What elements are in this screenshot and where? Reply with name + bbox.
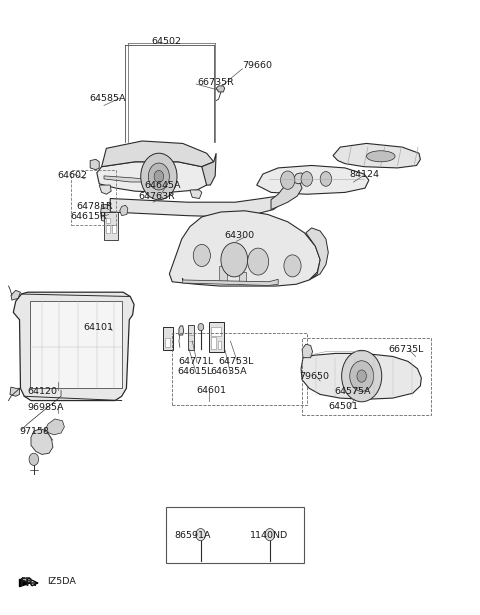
Bar <box>302 338 431 415</box>
Text: 64585A: 64585A <box>90 93 126 103</box>
Polygon shape <box>90 159 99 170</box>
Circle shape <box>154 170 164 183</box>
Text: 64763R: 64763R <box>139 192 176 200</box>
Text: 64615L: 64615L <box>177 367 212 376</box>
Circle shape <box>196 528 205 541</box>
Polygon shape <box>257 165 369 194</box>
Circle shape <box>221 242 248 277</box>
Text: 96985A: 96985A <box>28 403 64 412</box>
Polygon shape <box>44 419 64 435</box>
Circle shape <box>342 351 382 402</box>
Text: 79660: 79660 <box>242 61 272 70</box>
Text: 64575A: 64575A <box>335 387 371 397</box>
Text: 64300: 64300 <box>225 231 255 240</box>
Text: 64781R: 64781R <box>77 202 113 211</box>
Polygon shape <box>11 290 21 300</box>
Polygon shape <box>306 228 328 280</box>
Bar <box>106 226 110 233</box>
Polygon shape <box>97 162 210 192</box>
Text: 64501: 64501 <box>328 402 358 411</box>
Bar <box>112 226 116 233</box>
Circle shape <box>248 248 269 275</box>
Text: 64602: 64602 <box>58 172 88 180</box>
Text: 64635A: 64635A <box>210 367 247 376</box>
Text: 64120: 64120 <box>28 387 58 397</box>
Bar <box>189 325 194 351</box>
Polygon shape <box>271 180 302 210</box>
Bar <box>218 266 227 282</box>
Circle shape <box>265 528 275 541</box>
Text: 66735L: 66735L <box>388 344 423 354</box>
Bar <box>166 507 304 563</box>
Polygon shape <box>10 387 20 396</box>
Text: 64771L: 64771L <box>178 357 213 366</box>
Polygon shape <box>202 153 216 185</box>
Text: 1140ND: 1140ND <box>250 531 288 540</box>
Polygon shape <box>20 579 30 587</box>
Text: IZ5DA: IZ5DA <box>47 577 75 586</box>
Bar <box>217 341 221 349</box>
Bar <box>71 170 116 225</box>
Polygon shape <box>110 196 283 217</box>
Bar <box>211 338 216 349</box>
Polygon shape <box>104 176 144 182</box>
Bar <box>209 322 224 352</box>
Ellipse shape <box>366 151 395 162</box>
Polygon shape <box>216 86 225 92</box>
Text: 86591A: 86591A <box>174 531 211 540</box>
Text: 64601: 64601 <box>196 386 226 395</box>
Circle shape <box>193 244 210 266</box>
Polygon shape <box>169 211 320 286</box>
Polygon shape <box>102 141 214 167</box>
Bar <box>239 272 246 284</box>
Polygon shape <box>31 429 53 454</box>
Polygon shape <box>302 344 312 358</box>
Text: FR: FR <box>21 577 33 586</box>
Polygon shape <box>13 292 134 400</box>
Text: 64753L: 64753L <box>218 357 254 366</box>
Circle shape <box>320 172 332 186</box>
Circle shape <box>148 163 169 190</box>
Polygon shape <box>333 143 420 168</box>
Circle shape <box>29 453 38 466</box>
Circle shape <box>357 370 366 382</box>
Text: 64645A: 64645A <box>144 181 181 189</box>
Polygon shape <box>301 354 421 399</box>
Polygon shape <box>101 204 110 222</box>
Text: 64101: 64101 <box>84 323 113 331</box>
Polygon shape <box>120 205 128 216</box>
Polygon shape <box>179 326 184 335</box>
Text: 79650: 79650 <box>300 371 330 381</box>
Text: FR.: FR. <box>20 578 37 588</box>
Bar <box>30 301 121 388</box>
Bar <box>165 338 170 347</box>
Circle shape <box>284 255 301 277</box>
Bar <box>163 327 173 351</box>
Text: 84124: 84124 <box>350 170 380 178</box>
Polygon shape <box>183 278 278 285</box>
Bar <box>172 333 307 405</box>
Polygon shape <box>190 190 202 199</box>
Circle shape <box>301 172 312 186</box>
Bar <box>106 218 110 223</box>
Polygon shape <box>291 173 306 184</box>
Bar <box>211 327 221 336</box>
Bar <box>104 212 118 240</box>
Circle shape <box>281 171 295 189</box>
Circle shape <box>350 361 373 391</box>
Circle shape <box>141 153 177 200</box>
Text: 64502: 64502 <box>151 37 181 46</box>
Polygon shape <box>99 185 111 194</box>
Text: 64615R: 64615R <box>71 212 107 221</box>
Circle shape <box>198 323 204 331</box>
Text: 97158: 97158 <box>20 427 49 435</box>
Text: 66735R: 66735R <box>197 77 234 87</box>
